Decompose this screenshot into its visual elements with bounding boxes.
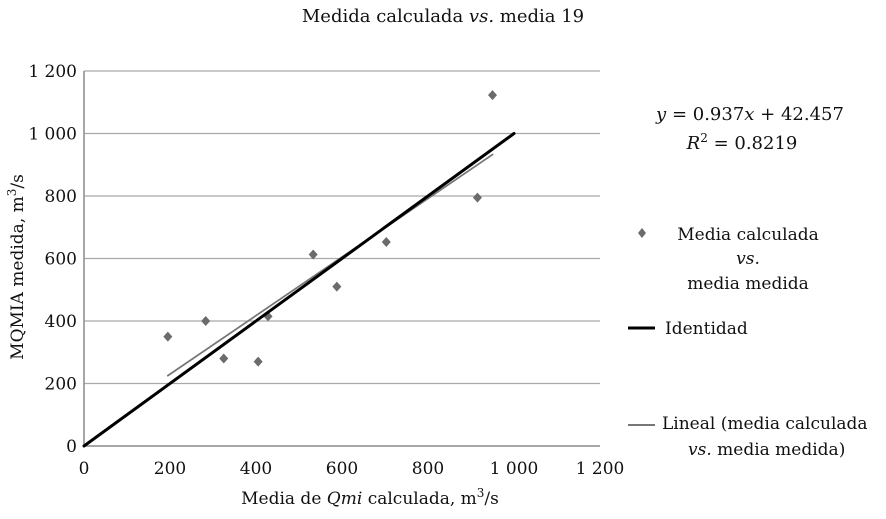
- x-tick-label-0: 0: [79, 459, 90, 479]
- legend-trend-label-2: vs. media medida): [688, 440, 845, 460]
- legend-trend-vs: vs.: [688, 440, 712, 460]
- x-tick-label-3: 600: [326, 459, 358, 479]
- title-part-a: Medida calculada: [302, 6, 469, 27]
- y-tick-labels: 0 200 400 600 800 1 000 1 200: [28, 62, 77, 457]
- x-tick-label-6: 1 200: [576, 459, 625, 479]
- scatter-point-3: [253, 356, 263, 367]
- title-part-vs: vs.: [469, 6, 494, 27]
- regression-equation: y = 0.937x + 42.457: [655, 104, 844, 125]
- x-tick-label-2: 400: [240, 459, 272, 479]
- scatter-point-2: [219, 353, 229, 364]
- y-tick-label-5: 1 000: [28, 125, 77, 145]
- scatter-point-1: [201, 316, 211, 326]
- scatter-point-9: [488, 90, 497, 101]
- legend-trend-rest: media medida): [712, 440, 846, 460]
- y-tick-label-6: 1 200: [28, 62, 77, 82]
- plot-area: [82, 90, 516, 448]
- r2-R: R: [686, 133, 701, 154]
- scatter-point-8: [472, 192, 482, 203]
- eq-mid: = 0.937: [666, 104, 744, 125]
- eq-x: x: [744, 104, 754, 125]
- xlabel-part-c: calculada, m: [362, 489, 476, 509]
- xlabel-part-qmi: Qmi: [327, 489, 363, 509]
- legend-scatter-label-3: media medida: [687, 274, 809, 294]
- eq-tail: + 42.457: [754, 104, 844, 125]
- y-axis-label: MQMIA medida, m3/s: [5, 174, 28, 360]
- r-squared: R2 = 0.8219: [686, 131, 798, 154]
- y-tick-label-0: 0: [66, 437, 77, 457]
- chart-title: Medida calculada vs. media 19: [302, 6, 584, 27]
- legend-identity-label: Identidad: [665, 319, 748, 339]
- x-tick-label-1: 200: [154, 459, 186, 479]
- y-tick-label-1: 200: [45, 375, 77, 395]
- identity-line: [82, 132, 516, 448]
- y-tick-label-4: 800: [45, 187, 77, 207]
- r2-sup: 2: [700, 131, 708, 145]
- ylabel-part-b: /s: [8, 174, 28, 188]
- x-axis-label: Media de Qmi calculada, m3/s: [241, 486, 499, 509]
- y-tick-label-3: 600: [45, 250, 77, 270]
- x-tick-labels: 0 200 400 600 800 1 000 1 200: [79, 459, 625, 479]
- legend: Media calculada vs. media medida Identid…: [628, 225, 868, 460]
- x-tick-label-5: 1 000: [490, 459, 539, 479]
- xlabel-part-a: Media de: [241, 489, 327, 509]
- r2-tail: = 0.8219: [708, 133, 798, 154]
- grid: [83, 70, 600, 447]
- legend-scatter-label-1: Media calculada: [677, 225, 818, 245]
- legend-trend-label-1: Lineal (media calculada: [662, 414, 868, 434]
- scatter-point-7: [381, 236, 391, 247]
- legend-scatter-label-2: vs.: [736, 249, 760, 269]
- ylabel-part-a: MQMIA medida, m: [8, 196, 28, 360]
- ylabel-sup: 3: [5, 189, 19, 197]
- y-tick-label-2: 400: [45, 312, 77, 332]
- scatter-point-6: [332, 281, 342, 292]
- scatter-point-0: [163, 331, 173, 342]
- title-part-c: media 19: [494, 6, 584, 27]
- trend-line: [166, 153, 494, 377]
- eq-y: y: [655, 104, 667, 125]
- scatter-point-5: [308, 249, 318, 260]
- xlabel-sup: 3: [477, 486, 485, 500]
- legend-scatter-marker: [638, 228, 646, 238]
- x-tick-label-4: 800: [412, 459, 444, 479]
- xlabel-part-d: /s: [484, 489, 498, 509]
